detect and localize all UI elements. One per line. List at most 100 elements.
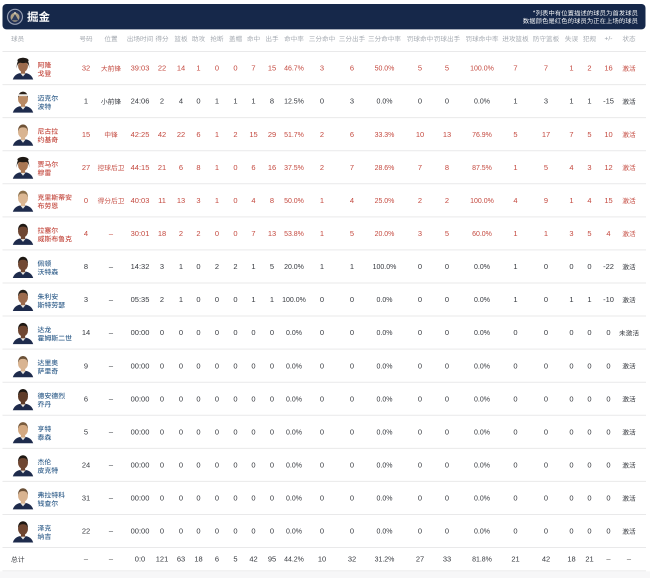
svg-text:0: 0: [569, 361, 573, 370]
svg-text:95: 95: [268, 555, 276, 564]
svg-text:4: 4: [350, 196, 354, 205]
svg-text:0: 0: [270, 427, 274, 436]
svg-text:42: 42: [542, 555, 550, 564]
svg-text:8: 8: [270, 196, 274, 205]
svg-text:1: 1: [587, 295, 591, 304]
svg-text:0.0%: 0.0%: [474, 463, 490, 470]
svg-text:0: 0: [350, 394, 354, 403]
svg-text:0: 0: [606, 527, 610, 536]
svg-text:0: 0: [179, 328, 183, 337]
svg-text:22: 22: [177, 130, 185, 139]
svg-text:00:00: 00:00: [131, 361, 150, 370]
svg-text:0: 0: [587, 361, 591, 370]
svg-text:0: 0: [445, 262, 449, 271]
svg-text:0.0%: 0.0%: [377, 99, 393, 106]
svg-text:0: 0: [587, 494, 591, 503]
svg-text:0: 0: [569, 394, 573, 403]
svg-text:6: 6: [84, 394, 88, 403]
svg-text:8: 8: [84, 262, 88, 271]
svg-text:0: 0: [215, 64, 219, 73]
svg-text:0: 0: [350, 295, 354, 304]
svg-text:0: 0: [418, 427, 422, 436]
svg-text:3: 3: [587, 163, 591, 172]
svg-text:18: 18: [158, 229, 166, 238]
svg-text:0: 0: [587, 328, 591, 337]
svg-text:3: 3: [84, 295, 88, 304]
svg-text:2: 2: [418, 196, 422, 205]
svg-text:0: 0: [196, 394, 200, 403]
svg-text:7: 7: [350, 163, 354, 172]
svg-text:0.0%: 0.0%: [286, 363, 302, 370]
svg-text:0: 0: [179, 527, 183, 536]
svg-text:1: 1: [270, 295, 274, 304]
svg-text:25.0%: 25.0%: [375, 198, 395, 205]
svg-text:0: 0: [606, 361, 610, 370]
svg-text:0: 0: [320, 328, 324, 337]
svg-text:0: 0: [179, 494, 183, 503]
svg-text:–: –: [109, 527, 114, 536]
svg-text:–: –: [606, 555, 611, 564]
svg-text:–: –: [109, 461, 114, 470]
svg-text:24:06: 24:06: [131, 97, 150, 106]
svg-text:0: 0: [544, 262, 548, 271]
svg-text:00:00: 00:00: [131, 494, 150, 503]
svg-text:0.0%: 0.0%: [474, 429, 490, 436]
svg-text:1: 1: [251, 262, 255, 271]
svg-text:0: 0: [418, 97, 422, 106]
svg-text:0.0%: 0.0%: [474, 99, 490, 106]
svg-text:0: 0: [606, 328, 610, 337]
svg-text:0: 0: [233, 394, 237, 403]
svg-text:5: 5: [84, 427, 88, 436]
svg-text:5: 5: [445, 64, 449, 73]
svg-text:0: 0: [196, 262, 200, 271]
svg-text:2: 2: [445, 196, 449, 205]
svg-text:0: 0: [544, 461, 548, 470]
svg-text:4: 4: [569, 163, 573, 172]
svg-text:0: 0: [544, 394, 548, 403]
svg-text:14:32: 14:32: [131, 262, 150, 271]
svg-text:10: 10: [318, 555, 326, 564]
svg-text:0: 0: [215, 494, 219, 503]
svg-text:0: 0: [160, 427, 164, 436]
svg-text:15: 15: [249, 130, 257, 139]
svg-text:30:01: 30:01: [131, 229, 150, 238]
svg-text:0: 0: [350, 328, 354, 337]
svg-text:0.0%: 0.0%: [286, 529, 302, 536]
svg-text:5: 5: [587, 229, 591, 238]
svg-text:5: 5: [445, 229, 449, 238]
svg-text:7: 7: [418, 163, 422, 172]
svg-text:0: 0: [418, 461, 422, 470]
svg-text:00:00: 00:00: [131, 527, 150, 536]
svg-text:3: 3: [418, 229, 422, 238]
svg-text:0: 0: [587, 394, 591, 403]
svg-text:0: 0: [233, 527, 237, 536]
svg-text:0: 0: [196, 361, 200, 370]
svg-text:0: 0: [544, 494, 548, 503]
svg-text:1: 1: [569, 64, 573, 73]
svg-text:0: 0: [544, 361, 548, 370]
svg-text:–: –: [109, 394, 114, 403]
svg-text:13: 13: [443, 130, 451, 139]
svg-text:0: 0: [350, 494, 354, 503]
svg-text:0.0%: 0.0%: [377, 396, 393, 403]
svg-text:–: –: [109, 262, 114, 271]
svg-text:0: 0: [418, 494, 422, 503]
svg-text:4: 4: [513, 196, 517, 205]
svg-text:31.2%: 31.2%: [375, 557, 395, 564]
svg-text:0: 0: [196, 494, 200, 503]
svg-text:15: 15: [604, 196, 612, 205]
svg-text:2: 2: [587, 64, 591, 73]
svg-text:1: 1: [513, 229, 517, 238]
svg-text:4: 4: [606, 229, 610, 238]
svg-text:5: 5: [350, 229, 354, 238]
svg-text:1: 1: [179, 262, 183, 271]
svg-text:0.0%: 0.0%: [474, 330, 490, 337]
svg-text:6: 6: [179, 163, 183, 172]
svg-text:27: 27: [82, 163, 90, 172]
svg-text:0: 0: [160, 394, 164, 403]
svg-text:33.3%: 33.3%: [375, 132, 395, 139]
svg-text:12.5%: 12.5%: [284, 99, 304, 106]
svg-text:–: –: [109, 229, 114, 238]
svg-text:–: –: [109, 427, 114, 436]
svg-text:-10: -10: [603, 295, 614, 304]
